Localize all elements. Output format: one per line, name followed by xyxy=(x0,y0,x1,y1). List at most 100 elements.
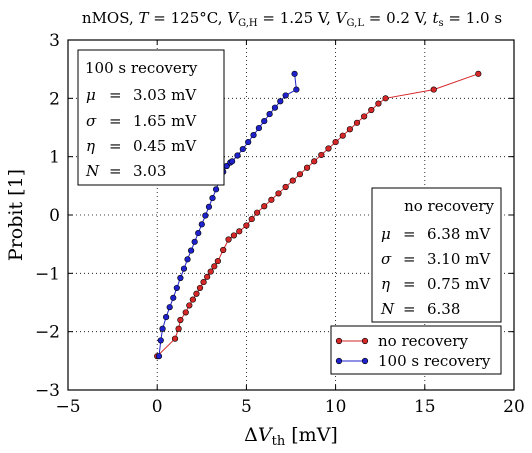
stats-mu-symbol: μ xyxy=(86,86,96,104)
chart-title: nMOS, T = 125°C, VG,H = 1.25 V, VG,L = 0… xyxy=(82,9,502,29)
data-point xyxy=(159,325,166,332)
data-point xyxy=(311,158,318,165)
data-point xyxy=(296,171,304,178)
stats-mu-symbol: μ xyxy=(381,225,391,243)
stats-box-frame xyxy=(371,187,502,323)
title-vh-value: = 1.25 V xyxy=(258,9,330,27)
data-point xyxy=(239,145,246,153)
data-point xyxy=(243,222,250,229)
data-point xyxy=(186,302,193,309)
data-point xyxy=(275,190,282,197)
title-ts-symbol: t xyxy=(432,9,439,27)
data-point xyxy=(277,98,284,105)
data-point xyxy=(248,215,255,223)
data-point xyxy=(196,284,204,292)
data-point xyxy=(361,113,368,120)
data-point xyxy=(266,110,273,118)
title-vh-subscript: G,H xyxy=(238,18,258,29)
title-t-value: = 125°C xyxy=(149,9,218,27)
data-point xyxy=(261,203,268,210)
data-point xyxy=(303,164,311,171)
stats-sigma-value: 1.65 mV xyxy=(133,112,197,130)
data-point xyxy=(332,138,339,146)
data-point xyxy=(171,335,179,342)
legend-swatch-marker xyxy=(361,357,369,365)
data-point xyxy=(177,274,184,282)
x-axis-label-unit: [mV] xyxy=(285,424,338,446)
legend-entry-100s-recovery: 100 s recovery xyxy=(335,352,491,370)
data-point xyxy=(254,209,261,216)
x-tick-label: 5 xyxy=(241,397,252,417)
title-ts-value: = 1.0 s xyxy=(444,9,502,27)
stats-n-symbol: N xyxy=(380,300,395,318)
stats-n-value: 6.38 xyxy=(427,300,460,318)
data-point xyxy=(163,313,170,321)
data-point xyxy=(189,296,196,303)
stats-n-symbol: N xyxy=(85,162,100,180)
data-point xyxy=(198,221,205,228)
stats-sigma-symbol: σ xyxy=(86,112,97,130)
data-point xyxy=(166,304,173,311)
x-tick-label: 20 xyxy=(503,397,525,417)
data-point xyxy=(157,337,164,344)
title-vh-symbol: V xyxy=(227,9,240,27)
legend-frame xyxy=(330,325,502,375)
data-point xyxy=(180,265,188,272)
legend-swatch-marker xyxy=(335,357,343,365)
data-point xyxy=(339,132,346,139)
data-series xyxy=(154,70,482,360)
data-point xyxy=(200,278,207,286)
data-point xyxy=(271,104,279,111)
data-point xyxy=(184,256,191,263)
data-point xyxy=(205,203,213,210)
data-point xyxy=(177,316,184,324)
data-point xyxy=(325,145,332,152)
y-tick-label: 1 xyxy=(49,148,60,168)
title-vl-subscript: G,L xyxy=(347,18,365,29)
data-point xyxy=(282,92,289,99)
stats-mu-value: 6.38 mV xyxy=(427,225,491,243)
stats-box-title: no recovery xyxy=(404,197,494,215)
data-point xyxy=(382,95,389,102)
series-no-recovery xyxy=(154,70,482,360)
stats-sigma-symbol: σ xyxy=(381,250,392,268)
x-axis-label-subscript: th xyxy=(272,434,286,449)
data-point xyxy=(182,309,189,316)
legend-entry-no-recovery: no recovery xyxy=(335,332,468,350)
stats-eta-symbol: η xyxy=(381,275,390,293)
y-tick-label: 3 xyxy=(49,31,60,51)
title-ts-subscript: s xyxy=(439,18,444,29)
stats-n-value: 3.03 xyxy=(133,162,166,180)
data-point xyxy=(211,263,218,270)
data-point xyxy=(475,70,482,77)
data-point xyxy=(195,229,202,237)
stats-box-no-recovery: no recovery μ = 6.38 mV σ = 3.10 mV η = … xyxy=(371,187,502,323)
data-point xyxy=(346,126,353,133)
y-tick-label: −2 xyxy=(35,323,60,343)
data-point xyxy=(229,158,236,165)
stats-sigma-value: 3.10 mV xyxy=(427,250,491,268)
stats-n-equals: = xyxy=(403,300,416,318)
legend-label: 100 s recovery xyxy=(378,352,491,370)
data-point xyxy=(173,284,180,292)
title-vl-value: = 0.2 V xyxy=(364,9,427,27)
data-point xyxy=(255,124,262,132)
title-device: nMOS xyxy=(82,9,129,27)
y-tick-label: 2 xyxy=(49,89,60,109)
legend-label: no recovery xyxy=(378,332,468,350)
data-point xyxy=(204,273,211,280)
y-axis-label: Probit [1] xyxy=(5,169,27,261)
stats-box-title: 100 s recovery xyxy=(85,59,198,77)
data-point xyxy=(170,294,177,301)
data-point xyxy=(230,232,238,239)
legend: no recovery 100 s recovery xyxy=(330,325,502,375)
series-100s-recovery xyxy=(155,70,300,360)
stats-eta-equals: = xyxy=(109,137,122,155)
data-point xyxy=(261,117,268,125)
data-point xyxy=(353,119,361,126)
data-point xyxy=(245,138,252,146)
data-point xyxy=(209,194,216,202)
data-point xyxy=(225,236,232,243)
stats-n-equals: = xyxy=(109,162,122,180)
